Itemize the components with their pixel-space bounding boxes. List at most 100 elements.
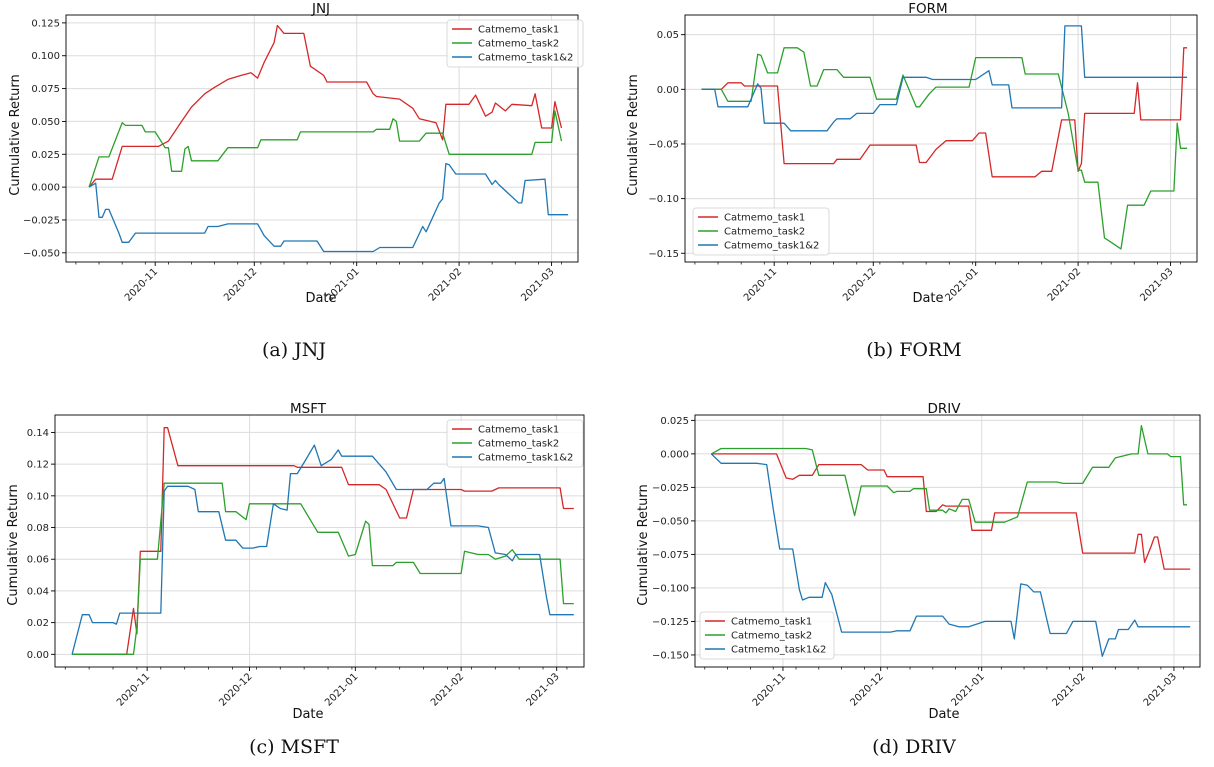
x-tick-label: 2020-12 [222, 266, 259, 303]
x-tick-label: 2021-02 [427, 266, 464, 303]
x-axis-label: Date [292, 707, 323, 722]
y-tick-label: 0.125 [31, 18, 60, 29]
x-tick-label: 2021-02 [1046, 266, 1083, 303]
x-tick-label: 2021-03 [524, 671, 561, 708]
x-tick-label: 2021-03 [1138, 266, 1175, 303]
legend-label: Catmemo_task1 [731, 617, 812, 628]
y-axis-label: Cumulative Return [6, 484, 21, 605]
y-axis-label: Cumulative Return [626, 74, 641, 195]
panel-caption: (c) MSFT [249, 736, 339, 758]
y-tick-label: 0.025 [31, 150, 60, 161]
chart-panel-form: FORM −0.15 −0.10 −0.05 0.00 0.05 2020-11 2020-… [626, 1, 1198, 361]
legend: Catmemo_task1 Catmemo_task2 Catmemo_task1&… [692, 207, 830, 256]
series-line-2 [701, 47, 1188, 250]
x-axis-label: Date [305, 291, 336, 306]
chart-title: MSFT [290, 401, 327, 417]
chart-title: JNJ [311, 1, 330, 17]
y-tick-label: 0.12 [27, 460, 49, 471]
legend-box [692, 207, 830, 256]
y-tick-label: −0.025 [652, 483, 689, 494]
legend-label: Catmemo_task2 [724, 227, 805, 238]
y-tick-label: 0.075 [31, 84, 60, 95]
panel-caption: (b) FORM [866, 339, 962, 361]
legend: Catmemo_task1 Catmemo_task2 Catmemo_task1&… [446, 419, 584, 468]
panel-caption: (a) JNJ [262, 339, 326, 361]
y-tick-label: 0.025 [660, 416, 689, 427]
y-tick-label: 0.050 [31, 117, 60, 128]
series-line-3 [88, 162, 569, 253]
legend-box [446, 419, 584, 468]
y-tick-label: 0.000 [31, 183, 60, 194]
plot-frame [694, 414, 1201, 668]
legend-label: Catmemo_task1 [478, 425, 559, 436]
chart-title: DRIV [928, 401, 962, 417]
chart-title: FORM [908, 1, 947, 17]
plot-frame [684, 14, 1198, 263]
y-tick-label: −0.150 [652, 650, 689, 661]
x-tick-label: 2020-11 [751, 671, 788, 708]
series-line-3 [71, 444, 574, 655]
x-tick-label: 2021-02 [429, 671, 466, 708]
legend-label: Catmemo_task1&2 [478, 453, 573, 464]
x-tick-label: 2020-12 [848, 671, 885, 708]
series-line-3 [710, 453, 1191, 657]
y-tick-label: −0.050 [652, 516, 689, 527]
legend: Catmemo_task1 Catmemo_task2 Catmemo_task1&… [446, 19, 584, 68]
y-tick-label: 0.04 [27, 586, 49, 597]
x-tick-label: 2020-11 [123, 266, 160, 303]
y-tick-label: 0.02 [27, 618, 49, 629]
legend-box [446, 19, 584, 68]
x-tick-label: 2021-02 [1050, 671, 1087, 708]
y-tick-label: −0.125 [652, 617, 689, 628]
series-line-1 [88, 24, 563, 188]
chart-panel-driv: DRIV −0.150 −0.125 −0.100 −0.075 −0.050 −0.02… [636, 401, 1201, 758]
series-line-2 [72, 482, 574, 655]
y-tick-label: 0.06 [27, 555, 49, 566]
legend-label: Catmemo_task1 [478, 25, 559, 36]
series-line-2 [88, 110, 563, 188]
series-line-1 [701, 47, 1188, 178]
chart-panel-jnj: JNJ −0.050 −0.025 0.000 0.025 0.050 0.075 0.10… [8, 1, 584, 361]
legend-label: Catmemo_task2 [478, 439, 559, 450]
plot-frame [65, 14, 579, 263]
x-tick-label: 2021-01 [323, 671, 360, 708]
y-axis-label: Cumulative Return [636, 484, 651, 605]
series-line-3 [701, 25, 1188, 132]
y-tick-label: 0.08 [27, 523, 49, 534]
x-tick-label: 2020-11 [115, 671, 152, 708]
series-line-1 [711, 453, 1191, 570]
x-tick-label: 2021-01 [949, 671, 986, 708]
legend: Catmemo_task1 Catmemo_task2 Catmemo_task1&… [699, 611, 835, 660]
legend-label: Catmemo_task1&2 [724, 241, 819, 252]
x-tick-label: 2021-03 [1142, 671, 1179, 708]
series-line-1 [72, 427, 574, 655]
chart-panel-msft: MSFT 0.00 0.02 0.04 0.06 0.08 0.10 0.12 0.14 202… [6, 401, 585, 758]
x-tick-label: 2020-12 [217, 671, 254, 708]
legend-label: Catmemo_task1&2 [478, 53, 573, 64]
y-tick-label: −0.025 [23, 215, 60, 226]
plot-area: −0.150 −0.125 −0.100 −0.075 −0.050 −0.025 0.00… [652, 414, 1201, 709]
y-tick-label: 0.00 [657, 85, 679, 96]
x-tick-label: 2020-12 [841, 266, 878, 303]
legend-label: Catmemo_task2 [478, 39, 559, 50]
plot-area: 0.00 0.02 0.04 0.06 0.08 0.10 0.12 0.14 2020-11 2… [27, 414, 585, 709]
plot-area: −0.15 −0.10 −0.05 0.00 0.05 2020-11 2020-12 202… [648, 14, 1198, 304]
x-axis-label: Date [912, 291, 943, 306]
legend-label: Catmemo_task1 [724, 213, 805, 224]
y-tick-label: 0.00 [27, 650, 49, 661]
y-tick-label: 0.05 [657, 30, 679, 41]
y-tick-label: 0.100 [31, 51, 60, 62]
legend-label: Catmemo_task1&2 [731, 645, 826, 656]
series-line-2 [710, 425, 1187, 523]
y-tick-label: −0.05 [648, 139, 679, 150]
x-axis-label: Date [928, 707, 959, 722]
y-tick-label: 0.000 [660, 449, 689, 460]
plot-area: −0.050 −0.025 0.000 0.025 0.050 0.075 0.100 0.1… [23, 14, 584, 304]
y-tick-label: −0.050 [23, 248, 60, 259]
legend-box [699, 611, 835, 660]
x-tick-label: 2021-01 [943, 266, 980, 303]
y-tick-label: 0.10 [27, 491, 49, 502]
x-tick-label: 2021-03 [519, 266, 556, 303]
grid [685, 15, 1197, 262]
